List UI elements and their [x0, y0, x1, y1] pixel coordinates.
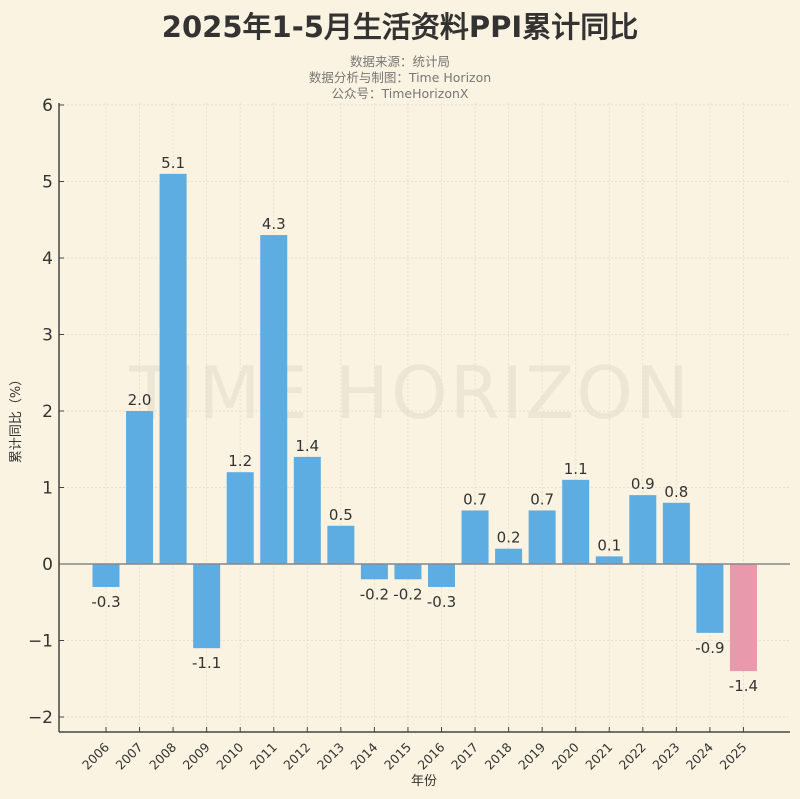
ytick-label: 5 — [42, 173, 53, 193]
xtick-label-2023: 2023 — [649, 740, 682, 773]
bar-2025 — [729, 564, 757, 672]
xtick-label-2020: 2020 — [549, 739, 582, 772]
ytick-label: −1 — [28, 632, 53, 652]
data-label-2006: -0.3 — [91, 593, 120, 611]
ytick-label: 1 — [42, 479, 53, 499]
bar-2009 — [193, 564, 221, 649]
data-label-2022: 0.9 — [631, 475, 655, 493]
bar-2024 — [696, 564, 724, 633]
ytick-label: −2 — [28, 708, 53, 728]
bar-2018 — [495, 548, 523, 564]
xtick-label-2018: 2018 — [482, 739, 515, 772]
ytick-label: 2 — [42, 402, 53, 422]
xtick-label-2006: 2006 — [79, 739, 112, 772]
subtitle-account: 公众号：TimeHorizonX — [331, 86, 469, 101]
xtick-label-2019: 2019 — [515, 739, 548, 772]
bar-2012 — [293, 456, 321, 564]
ytick-label: 0 — [42, 555, 53, 575]
bar-2014 — [360, 564, 388, 580]
bar-2023 — [662, 502, 690, 564]
xtick-label-2010: 2010 — [213, 739, 246, 772]
data-label-2021: 0.1 — [597, 536, 621, 554]
data-label-2012: 1.4 — [295, 437, 319, 455]
data-label-2011: 4.3 — [262, 215, 286, 233]
chart-title: 2025年1-5月生活资料PPI累计同比 — [161, 10, 639, 44]
xtick-label-2022: 2022 — [616, 740, 649, 773]
data-label-2007: 2.0 — [128, 391, 152, 409]
subtitle-author: 数据分析与制图：Time Horizon — [308, 70, 492, 85]
xtick-label-2011: 2011 — [247, 740, 280, 773]
data-label-2015: -0.2 — [393, 585, 422, 603]
subtitle-source: 数据来源：统计局 — [349, 54, 450, 69]
data-label-2025: -1.4 — [729, 677, 758, 695]
y-axis-label: 累计同比（%） — [9, 373, 24, 463]
bar-2019 — [528, 510, 556, 564]
xtick-label-2024: 2024 — [683, 739, 716, 772]
bar-2006 — [92, 564, 120, 587]
data-label-2016: -0.3 — [427, 593, 456, 611]
xtick-label-2013: 2013 — [314, 740, 347, 773]
bar-2013 — [327, 525, 355, 564]
xtick-label-2015: 2015 — [381, 740, 414, 773]
xtick-label-2007: 2007 — [113, 740, 146, 773]
bar-2015 — [394, 564, 422, 580]
bar-2021 — [595, 556, 623, 564]
xtick-label-2025: 2025 — [716, 740, 749, 773]
data-label-2020: 1.1 — [564, 460, 588, 478]
data-label-2017: 0.7 — [463, 490, 487, 508]
data-label-2008: 5.1 — [161, 154, 185, 172]
xtick-label-2021: 2021 — [582, 740, 615, 773]
xtick-label-2016: 2016 — [415, 739, 448, 772]
data-label-2009: -1.1 — [192, 654, 221, 672]
bar-2008 — [159, 173, 187, 564]
xtick-label-2014: 2014 — [347, 739, 380, 772]
bar-2016 — [428, 564, 455, 587]
bar-2020 — [562, 479, 590, 564]
ytick-label: 4 — [42, 249, 53, 269]
watermark: TIME HORIZON — [128, 351, 691, 435]
data-label-2018: 0.2 — [497, 529, 521, 547]
bar-2011 — [260, 235, 288, 565]
bar-2017 — [461, 510, 489, 564]
ytick-label: 6 — [42, 96, 53, 116]
ytick-label: 3 — [42, 326, 53, 346]
data-label-2014: -0.2 — [360, 585, 389, 603]
data-label-2013: 0.5 — [329, 506, 353, 524]
bar-2022 — [629, 495, 657, 564]
data-label-2019: 0.7 — [530, 490, 554, 508]
x-axis-label: 年份 — [411, 774, 437, 789]
data-label-2023: 0.8 — [664, 483, 688, 501]
data-label-2010: 1.2 — [228, 452, 252, 470]
bar-2010 — [226, 472, 254, 564]
xtick-label-2017: 2017 — [448, 740, 481, 773]
xtick-label-2009: 2009 — [180, 739, 213, 772]
data-label-2024: -0.9 — [695, 639, 724, 657]
xtick-label-2012: 2012 — [280, 740, 313, 773]
bar-2007 — [126, 411, 154, 564]
xtick-label-2008: 2008 — [146, 739, 179, 772]
